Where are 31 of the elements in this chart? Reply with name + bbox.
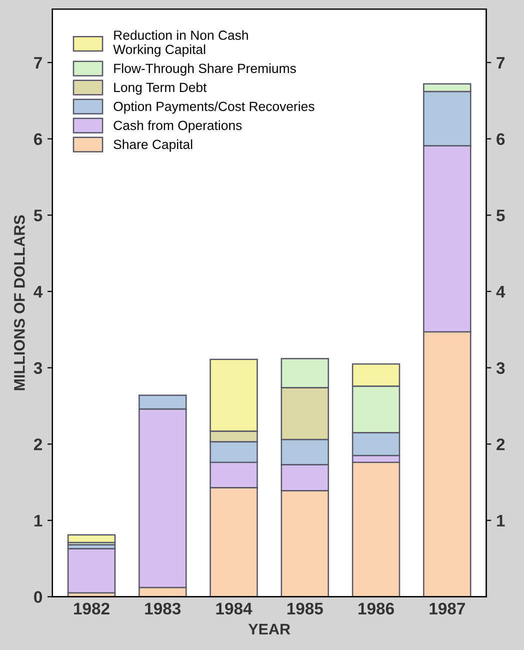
y2-tick-label: 7 — [496, 57, 505, 69]
legend-label: Cash from Operations — [114, 120, 242, 133]
legend-label: Flow-Through Share Premiums — [114, 63, 296, 76]
y-tick-label: 7 — [34, 57, 42, 69]
bar — [67, 534, 116, 544]
y2-tick-label: 2 — [496, 438, 505, 450]
y-tick-label: 2 — [34, 438, 42, 450]
y2-tick-label: 4 — [496, 286, 506, 298]
x-tick-label: 1982 — [74, 602, 110, 614]
x-axis-title: YEAR — [248, 624, 290, 634]
y-axis-title: MILLIONS OF DOLLARS — [14, 215, 25, 390]
y2-tick-label: 5 — [496, 210, 505, 222]
x-tick-label: 1986 — [358, 602, 394, 614]
x-tick-label: 1984 — [216, 602, 252, 614]
x-tick-label: 1983 — [145, 602, 181, 615]
y-tick-label: 3 — [34, 362, 42, 374]
legend-label: Reduction in Non Cash Working Capital — [113, 30, 248, 57]
y-tick-label: 6 — [34, 133, 42, 146]
y2-tick-label: 1 — [497, 514, 505, 526]
y2-tick-label: 3 — [496, 362, 505, 374]
legend-label: Long Term Debt — [114, 82, 207, 95]
y-tick-label: 1 — [34, 514, 42, 526]
x-tick-label: 1987 — [430, 602, 465, 614]
legend-label: Share Capital — [114, 139, 192, 152]
legend-label: Option Payments/Cost Recoveries — [114, 101, 314, 114]
x-tick-label: 1985 — [287, 602, 323, 614]
bar — [67, 548, 116, 594]
y-tick-label: 5 — [34, 210, 42, 222]
y2-tick-label: 6 — [496, 133, 505, 146]
y-tick-label: 4 — [34, 286, 43, 298]
y-tick-label: 0 — [34, 591, 42, 603]
